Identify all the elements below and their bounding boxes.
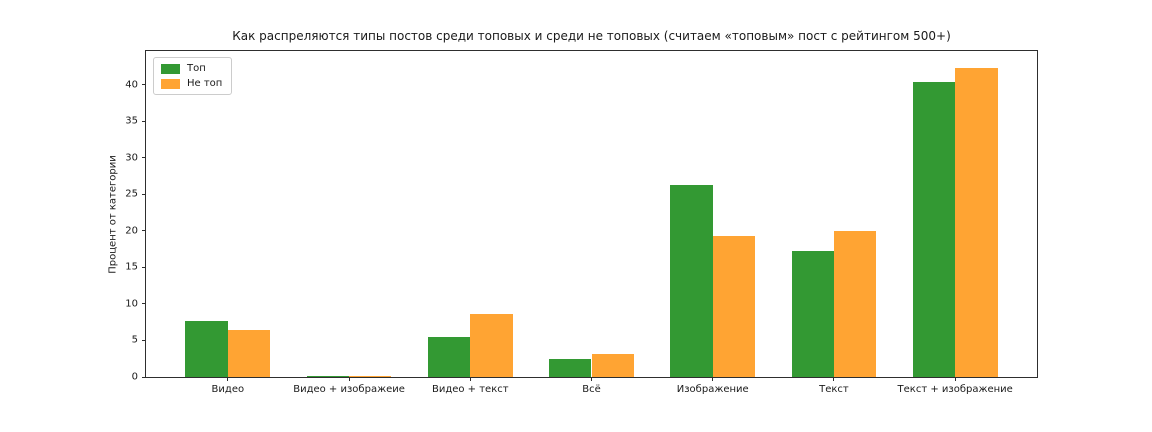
- x-tick-mark: [227, 377, 229, 381]
- x-tick-label: Всё: [582, 384, 601, 395]
- bar-Топ-Текст + изображение: [912, 82, 956, 377]
- y-tick-mark: [142, 120, 146, 122]
- y-tick-mark: [142, 84, 146, 86]
- legend-swatch-netop: [161, 78, 180, 89]
- bar-Топ-Видео: [185, 321, 228, 377]
- y-tick-label: 10: [125, 298, 138, 310]
- x-tick-mark: [954, 377, 956, 381]
- y-tick-label: 15: [125, 261, 138, 273]
- legend-swatch-top: [161, 63, 180, 74]
- bar-Не топ-Всё: [591, 354, 634, 377]
- x-tick-label: Видео + изображеие: [293, 384, 405, 395]
- y-tick-label: 5: [131, 334, 138, 346]
- y-tick-label: 40: [125, 79, 138, 91]
- x-tick-label: Изображение: [676, 384, 749, 395]
- bar-Не топ-Изображение: [712, 235, 756, 377]
- chart-title: Как распреляются типы постов среди топов…: [232, 29, 951, 43]
- x-tick-mark: [348, 377, 350, 381]
- bar-Топ-Видео + текст: [427, 336, 471, 377]
- y-tick-label: 35: [125, 115, 138, 127]
- x-tick-mark: [712, 377, 714, 381]
- y-tick-label: 20: [125, 225, 138, 237]
- y-tick-mark: [142, 157, 146, 159]
- bar-Топ-Видео + изображеие: [306, 375, 350, 377]
- y-tick-mark: [142, 303, 146, 305]
- legend-label-top: Топ: [187, 63, 206, 74]
- x-tick-label: Видео + текст: [431, 384, 509, 395]
- y-tick-label: 25: [125, 188, 138, 200]
- y-axis-label: Процент от категории: [107, 154, 119, 274]
- x-tick-label: Текст + изображение: [897, 384, 1013, 395]
- bar-Топ-Изображение: [670, 184, 713, 377]
- y-tick-label: 30: [125, 152, 138, 164]
- x-tick-mark: [833, 377, 835, 381]
- y-axis-label-wrap: Процент от категории: [106, 50, 120, 378]
- bar-Не топ-Текст: [833, 230, 877, 377]
- bar-Не топ-Видео + текст: [470, 314, 513, 377]
- x-tick-label: Текст: [819, 384, 849, 395]
- legend-item-top: Топ: [161, 63, 222, 74]
- x-tick-mark: [469, 377, 471, 381]
- y-tick-mark: [142, 339, 146, 341]
- y-tick-mark: [142, 266, 146, 268]
- bar-Не топ-Текст + изображение: [955, 67, 998, 377]
- legend-label-netop: Не топ: [187, 78, 223, 89]
- x-tick-mark: [591, 377, 592, 381]
- y-tick-mark: [142, 376, 146, 378]
- bar-Топ-Всё: [549, 358, 592, 377]
- y-tick-label: 0: [131, 371, 138, 383]
- bar-Не топ-Видео: [227, 330, 271, 377]
- x-tick-label: Видео: [211, 384, 245, 395]
- legend: Топ Не топ: [153, 57, 233, 95]
- y-tick-mark: [142, 193, 146, 195]
- y-tick-mark: [142, 230, 146, 232]
- bar-Топ-Текст: [791, 250, 834, 377]
- legend-item-netop: Не топ: [161, 78, 222, 89]
- bar-Не топ-Видео + изображеие: [349, 376, 392, 377]
- plot-area: Топ Не топ 0 5 10 15 20 25 30 35 40 Видео Видео + …: [125, 50, 1038, 395]
